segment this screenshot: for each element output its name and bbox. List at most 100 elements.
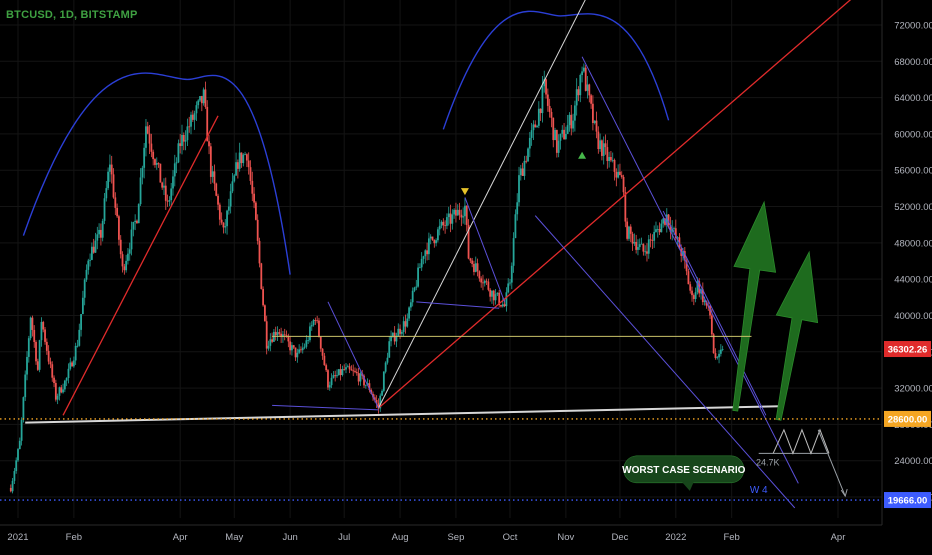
candle-body [22,397,25,420]
candle-body [673,228,675,230]
candle-body [426,250,428,255]
green-arrow-2[interactable] [775,250,819,421]
candle-body [336,375,338,377]
price-tick-label: 44000.00 [894,275,932,286]
annotations-layer: WORST CASE SCENARIO 24.7K W 4 [622,455,779,496]
candle-body [253,193,255,203]
candle-body [548,105,551,112]
candle-body [449,213,452,224]
candle-body [227,206,230,211]
candle-body [100,229,102,238]
white-trendline-1[interactable] [25,405,781,424]
time-axis[interactable]: 2021 Feb Apr May Jun Jul Aug Sep Oct Nov Dec 2022 Fe… [0,524,932,550]
candle-body [714,353,717,358]
callout-tail [681,481,694,491]
candle-body [446,217,448,226]
candle-body [682,251,684,256]
candle-body [660,223,663,233]
red-trendline-2[interactable] [378,0,863,409]
green-arrow-1[interactable] [732,200,777,412]
candle-body [173,163,176,177]
candle-body [190,114,192,127]
candle-body [582,67,585,72]
candle-body [184,140,187,142]
blue-arc-2[interactable] [442,10,670,130]
candle-body [716,357,719,359]
purple-channel-line-6[interactable] [534,215,796,509]
purple-channel-line-5[interactable] [581,56,799,484]
white-trendline-2[interactable] [377,0,600,409]
blue-arc-1[interactable] [22,72,291,275]
candle-body [18,440,21,450]
purple-channel-line-4[interactable] [464,197,506,303]
candle-body [287,335,290,342]
candle-body [249,167,252,181]
candle-body [602,143,605,156]
purple-channel-line-7[interactable] [662,210,767,416]
time-tick-label: Aug [392,532,409,543]
candle-body [132,221,135,230]
candle-body [181,134,183,146]
candle-body [254,202,257,220]
candle-body [689,284,692,291]
candle-body [579,75,582,96]
candle-body [62,389,64,393]
candle-body [438,225,441,230]
candle-body [305,340,308,347]
candle-body [143,147,146,168]
candle-body [408,307,410,319]
time-tick-label: Feb [66,532,82,543]
worst-case-callout[interactable]: WORST CASE SCENARIO [622,455,746,491]
red-trendline-1[interactable] [62,115,219,416]
candle-body [366,383,369,385]
candle-body [496,292,499,295]
price-axis[interactable]: 20000.0024000.0028000.0032000.0036000.00… [881,0,932,550]
candle-body [177,143,180,163]
drop-arrow-line[interactable] [817,429,846,497]
candle-body [696,281,699,293]
candle-body [285,335,288,336]
candle-body [462,216,465,218]
candle-body [157,163,160,164]
candle-body [280,333,283,338]
candle-body [536,125,538,128]
candle-body [364,384,367,386]
candle-body [251,180,254,194]
purple-channel-line-2[interactable] [327,301,379,409]
candle-body [186,126,189,141]
candle-body [172,176,174,189]
candle-body [209,146,212,177]
purple-channel-line-3[interactable] [416,301,500,309]
candle-body [418,267,421,269]
candle-body [393,332,396,342]
candle-body [242,154,245,164]
candle-body [633,241,636,244]
purple-channel-line-1[interactable] [272,404,379,411]
candle-body [428,238,430,255]
candle-body [500,305,502,307]
candle-body [437,229,439,241]
candle-body [334,375,337,377]
projection-zigzag[interactable] [772,428,830,455]
candle-body [521,168,524,176]
candle-body [494,294,497,301]
candle-body [489,289,492,297]
candle-body [29,317,32,339]
symbol-title[interactable]: BTCUSD, 1D, BITSTAMP [6,9,138,21]
candle-body [276,332,279,336]
candle-body [483,280,486,284]
candle-body [193,113,196,120]
candle-body [554,129,556,141]
candle-body [710,315,713,335]
candle-body [231,181,234,192]
candle-body [444,225,447,227]
candle-body [134,220,137,222]
candle-body [456,209,459,216]
candle-body [98,229,100,235]
candle-body [440,221,443,226]
candle-body [649,239,652,241]
candle-body [464,205,466,217]
